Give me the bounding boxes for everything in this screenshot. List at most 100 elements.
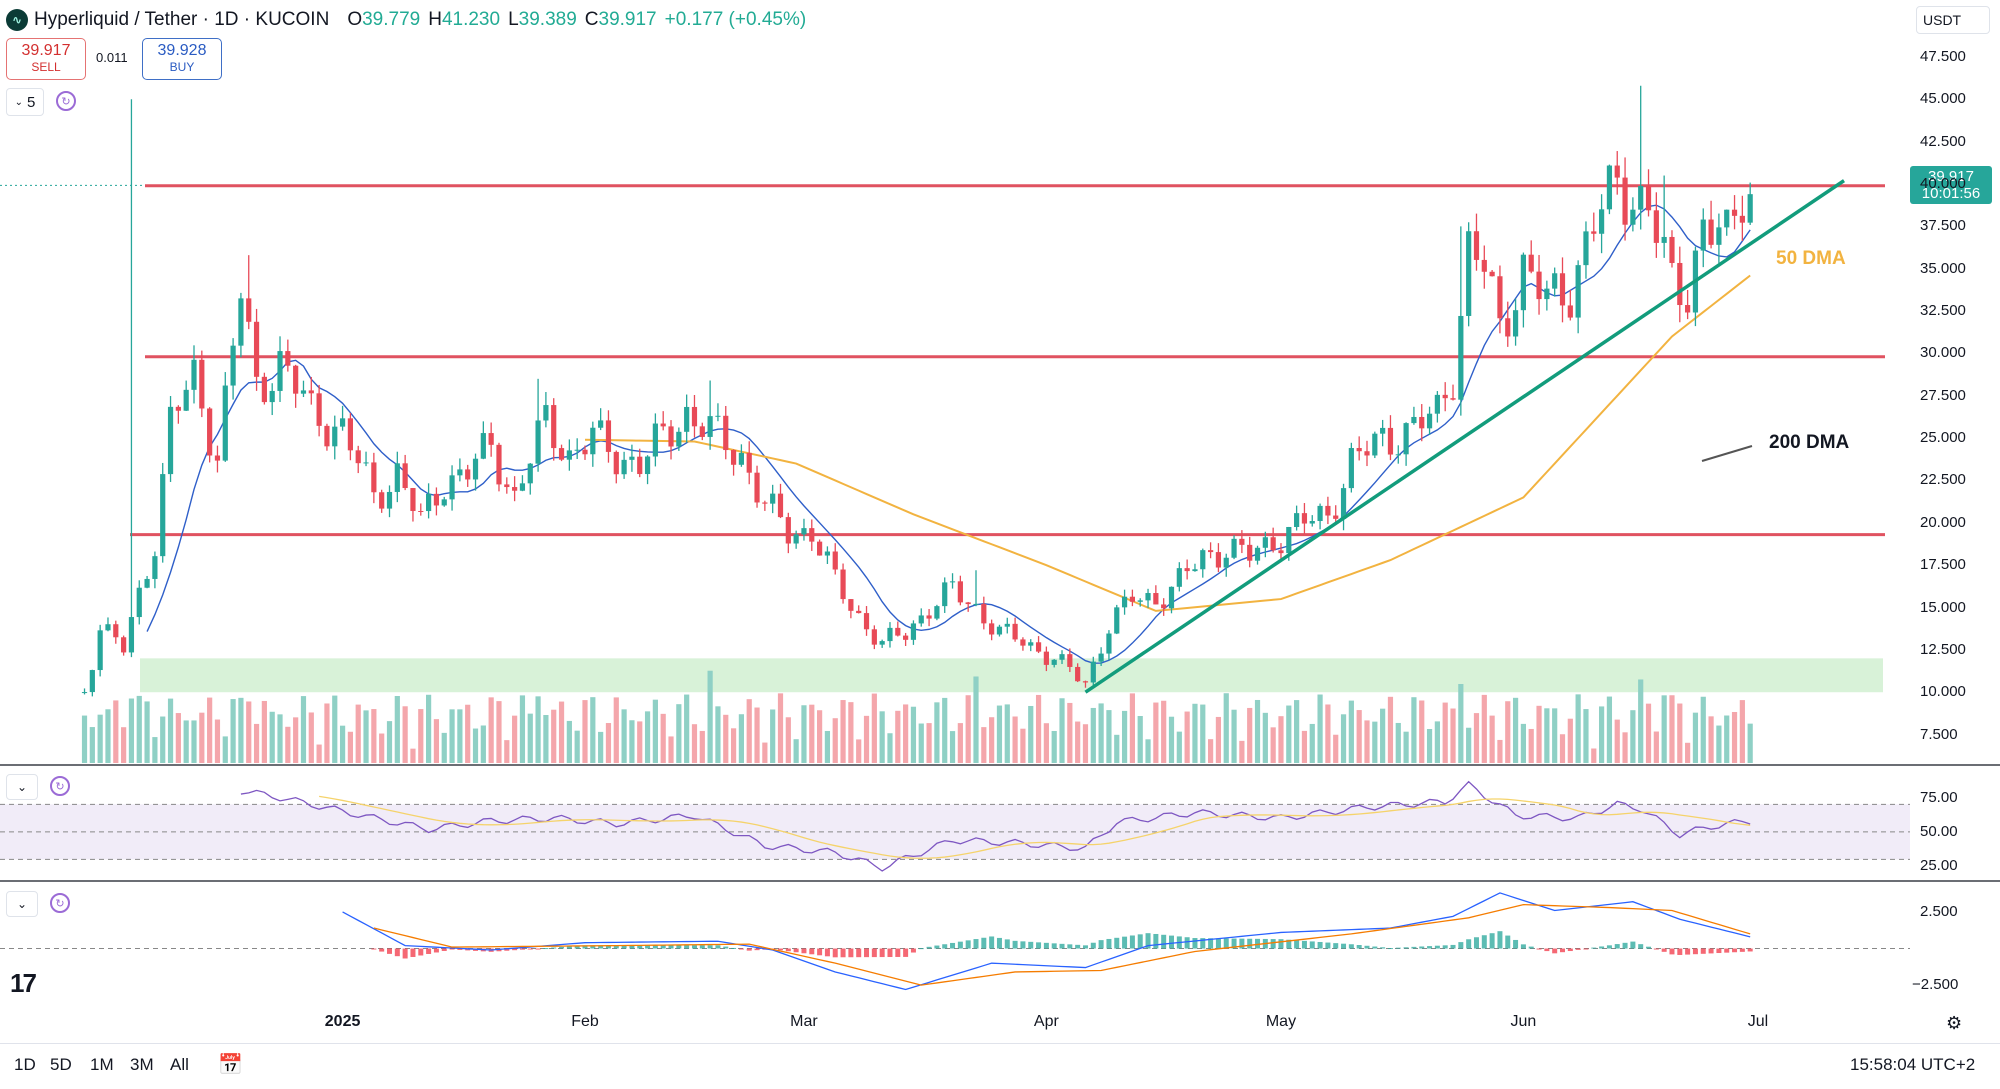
- volume-bar: [1466, 727, 1472, 763]
- timeframe-button-5d[interactable]: 5D: [50, 1055, 72, 1074]
- volume-bar: [238, 697, 244, 763]
- macd-histogram-bar: [1200, 938, 1206, 949]
- sell-button[interactable]: 39.917 SELL: [6, 38, 86, 80]
- volume-bar: [1395, 722, 1401, 763]
- candle-body: [1356, 448, 1362, 452]
- macd-histogram-bar: [1333, 943, 1339, 949]
- dma50-annotation[interactable]: 50 DMA: [1776, 248, 1846, 269]
- macd-histogram-bar: [1544, 948, 1550, 952]
- candle-body: [871, 629, 877, 645]
- volume-bar: [1450, 708, 1456, 763]
- macd-histogram-bar: [1497, 931, 1503, 949]
- buy-button[interactable]: 39.928 BUY: [142, 38, 222, 80]
- candle-body: [1278, 550, 1284, 554]
- candle-body: [840, 569, 846, 600]
- macd-histogram-bar: [1708, 948, 1714, 954]
- macd-histogram-bar: [1622, 942, 1628, 949]
- volume-bar: [1192, 703, 1198, 763]
- macd-histogram-bar: [1442, 945, 1448, 949]
- candle-body: [386, 491, 393, 509]
- gear-icon[interactable]: ⚙: [1946, 1013, 1963, 1033]
- volume-bar: [1020, 728, 1026, 763]
- calendar-range-icon[interactable]: 📅: [218, 1054, 243, 1076]
- volume-bar: [590, 697, 596, 763]
- time-tick-label: May: [1265, 1013, 1297, 1030]
- candle-body: [918, 615, 924, 624]
- timeframe-button-1m[interactable]: 1M: [90, 1055, 114, 1074]
- volume-bar: [121, 727, 127, 763]
- spread-value: 0.011: [96, 50, 128, 65]
- macd-histogram-bar: [1669, 948, 1675, 955]
- candle-body: [410, 488, 416, 511]
- volume-bar: [152, 737, 158, 763]
- volume-bar: [277, 714, 283, 763]
- volume-bar: [1356, 710, 1362, 763]
- candle-body: [1419, 416, 1425, 429]
- candle-body: [1208, 550, 1214, 553]
- candle-body: [418, 510, 424, 512]
- macd-histogram-bar: [817, 948, 823, 956]
- volume-bar: [1380, 708, 1386, 763]
- volume-bar: [1544, 708, 1550, 763]
- volume-bar: [1004, 704, 1010, 763]
- macd-histogram-bar: [950, 942, 956, 949]
- timeframe-button-3m[interactable]: 3M: [130, 1055, 154, 1074]
- candle-body: [1583, 231, 1589, 266]
- macd-histogram-bar: [1114, 937, 1120, 949]
- macd-histogram-bar: [1051, 943, 1057, 949]
- volume-bar: [1692, 712, 1699, 763]
- volume-bar: [1583, 709, 1589, 763]
- volume-bar: [308, 712, 314, 763]
- candle-body: [973, 603, 979, 605]
- macd-histogram-bar: [504, 948, 510, 951]
- macd-histogram-bar: [957, 941, 963, 949]
- currency-selector[interactable]: USDT: [1916, 6, 1990, 34]
- volume-bar: [770, 709, 776, 763]
- candle-body: [136, 587, 142, 618]
- volume-bar: [989, 717, 995, 763]
- symbol-title[interactable]: Hyperliquid / Tether · 1D · KUCOIN: [34, 9, 330, 30]
- macd-histogram-bar: [887, 948, 893, 958]
- candle-body: [1630, 209, 1636, 225]
- volume-bar: [817, 710, 823, 763]
- volume-bar: [1567, 718, 1573, 763]
- rsi-collapse-button[interactable]: ⌄: [6, 774, 38, 800]
- price-tick-label: 32.500: [1920, 302, 1966, 320]
- macd-histogram-bar: [1122, 936, 1128, 949]
- macd-histogram-bar: [371, 948, 377, 950]
- dma200-annotation[interactable]: 200 DMA: [1769, 432, 1850, 453]
- dma50-line: [584, 274, 1751, 612]
- sync-icon[interactable]: ↻: [56, 91, 76, 111]
- volume-bar: [1200, 704, 1206, 763]
- price-tick-label: 42.500: [1920, 132, 1966, 150]
- candle-body: [1372, 433, 1378, 456]
- volume-bar: [1614, 719, 1620, 763]
- indicator-count-toggle[interactable]: ⌄ 5: [6, 88, 44, 116]
- volume-bar: [730, 728, 737, 763]
- macd-collapse-button[interactable]: ⌄: [6, 891, 38, 917]
- volume-bar: [1520, 723, 1526, 763]
- volume-bar: [1685, 742, 1691, 763]
- timeframe-button-1d[interactable]: 1D: [14, 1055, 36, 1074]
- candle-body: [1348, 448, 1354, 489]
- volume-bar: [230, 699, 236, 763]
- candle-body: [1497, 276, 1503, 319]
- sell-label: SELL: [31, 60, 61, 74]
- volume-bar: [777, 693, 784, 763]
- volume-bar: [871, 693, 877, 763]
- rsi-tick-label: 75.00: [1920, 788, 1958, 806]
- macd-histogram-bar: [1724, 948, 1730, 953]
- macd-sync-icon[interactable]: ↻: [50, 893, 70, 913]
- volume-bar: [832, 718, 838, 763]
- last-price-tag: 39.917 10:01:56: [1910, 166, 1992, 204]
- volume-bar: [1559, 734, 1566, 763]
- rsi-sync-icon[interactable]: ↻: [50, 776, 70, 796]
- candle-body: [246, 298, 252, 322]
- volume-bar: [949, 731, 956, 763]
- volume-bar: [1286, 705, 1292, 763]
- tradingview-logo-icon[interactable]: 17: [10, 968, 37, 998]
- candle-body: [394, 463, 400, 492]
- volume-bar: [1051, 730, 1057, 763]
- timeframe-button-all[interactable]: All: [170, 1055, 189, 1074]
